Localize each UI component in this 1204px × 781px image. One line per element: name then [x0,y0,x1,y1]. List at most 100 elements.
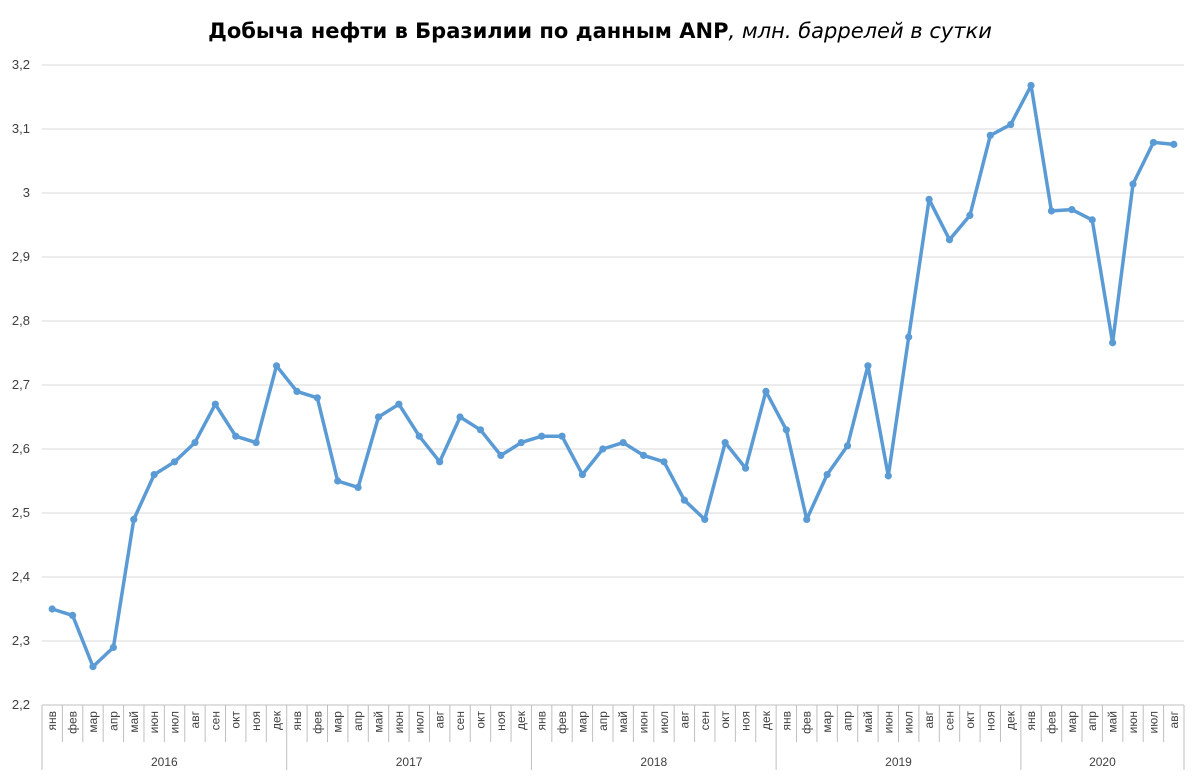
x-tick-label: фев [800,711,814,734]
data-point [436,458,444,466]
x-year-label: 2020 [1089,755,1116,769]
x-year-label: 2016 [151,755,178,769]
x-year-label: 2019 [885,755,912,769]
x-tick-label: май [861,711,875,733]
data-point [1109,339,1117,347]
data-point [538,432,546,440]
y-tick-label: 2,2 [12,697,30,712]
data-point [211,400,219,408]
x-tick-label: апр [351,711,365,731]
x-tick-label: фев [555,711,569,734]
data-point [905,333,913,341]
x-year-label: 2017 [396,755,423,769]
series-line [50,83,1176,669]
x-tick-label: янв [535,711,549,731]
data-point [517,439,525,447]
data-point [293,387,301,395]
y-tick-label: 3,2 [12,57,30,72]
data-point [456,413,464,421]
x-tick-label: июн [637,711,651,733]
chart-title-main: Добыча нефти в Бразилии по данным ANP [208,19,728,43]
y-tick-label: 2,7 [12,377,30,392]
x-tick-label: янв [45,711,59,731]
data-point [884,472,892,480]
data-point [476,426,485,434]
data-point [313,394,321,402]
data-point [1027,81,1035,90]
data-point [1088,216,1096,224]
x-tick-label: сен [698,711,712,730]
data-point [619,439,627,447]
x-tick-label: апр [596,711,610,731]
x-tick-label: мар [1065,711,1079,733]
y-axis-ticks: 2,2 2,3 2,4 2,5 2,6 2,7 2,8 2,9 3 3,1 3,2 [12,57,30,712]
data-point [1129,180,1137,188]
data-point [68,611,77,620]
data-point [945,236,954,244]
y-tick-label: 2,8 [12,313,30,328]
x-tick-label: сен [453,711,467,730]
data-point [578,471,587,479]
x-tick-label: июл [412,711,426,733]
x-tick-label: янв [290,711,304,731]
x-tick-label: мар [86,711,100,733]
y-tick-label: 2,9 [12,249,30,264]
x-tick-label: мар [575,711,589,733]
x-tick-label: окт [229,711,243,729]
x-tick-label: апр [1085,711,1099,731]
x-tick-label: авг [922,710,936,728]
data-point [864,362,872,370]
x-tick-label: май [371,711,385,733]
data-point [497,451,505,459]
x-tick-label: ноя [249,711,263,731]
data-point [599,445,607,453]
y-tick-label: 3,1 [12,121,30,136]
x-tick-label: июл [657,711,671,733]
chart-title: Добыча нефти в Бразилии по данным ANP, м… [208,19,992,43]
data-point [191,439,199,447]
data-point [89,663,97,671]
data-point [660,458,668,466]
x-tick-label: дек [1004,710,1018,730]
x-tick-label: окт [963,711,977,729]
data-point [925,195,933,203]
data-point [680,496,688,504]
x-tick-label: окт [718,711,732,729]
data-point [701,515,709,524]
x-tick-label: апр [841,711,855,731]
x-tick-label: дек [759,710,773,730]
data-point [130,515,138,524]
data-point [272,362,281,370]
y-tick-label: 2,3 [12,633,30,648]
x-tick-label: июн [392,711,406,733]
data-point [395,400,403,408]
x-tick-label: ноя [739,711,753,731]
chart-title-subtitle: , млн. баррелей в сутки [729,19,992,43]
data-point [823,471,831,479]
x-tick-label: июн [1126,711,1140,733]
data-point [1170,140,1178,148]
data-point [1047,207,1056,215]
x-tick-label: июн [881,711,895,733]
data-point [354,483,362,491]
y-tick-label: 2,4 [12,569,30,584]
x-tick-label: ноя [983,711,997,731]
x-axis: янв фев мар апр май июн июл авг сен окт ноя дек янв ф… [41,704,1185,770]
x-tick-label: фев [310,711,324,734]
x-tick-label: янв [779,711,793,731]
y-tick-label: 2,6 [12,441,30,456]
series-production [48,81,1178,671]
x-tick-label: окт [473,711,487,729]
x-tick-label: ноя [494,711,508,731]
x-tick-label: мар [331,711,345,733]
data-point [374,413,383,421]
data-point [334,477,342,485]
y-tick-label: 3 [23,185,30,200]
data-point [1068,206,1076,214]
x-tick-label: май [127,711,141,733]
data-point [48,605,56,613]
data-point [762,387,770,395]
gridlines [42,64,1184,642]
x-tick-label: авг [1167,710,1181,728]
